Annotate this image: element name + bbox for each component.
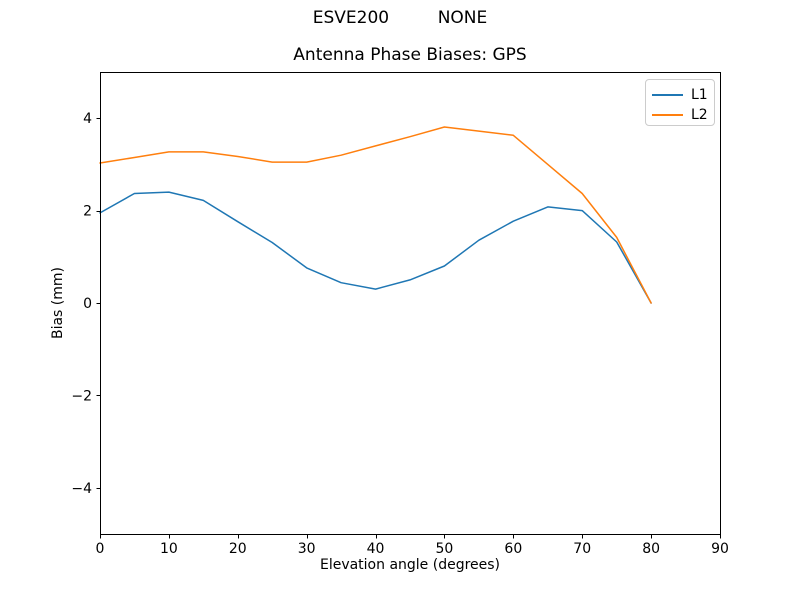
legend-label-l1: L1 [691,87,708,103]
series-line-l1 [99,191,652,304]
x-tick-label: 40 [367,541,385,557]
legend-entry-l1: L1 [652,85,714,105]
y-tick-label: −2 [71,388,92,404]
x-tick-label: 70 [573,541,591,557]
axes-frame [100,72,721,535]
y-tick-label: 2 [83,204,92,220]
x-tick-label: 30 [298,541,316,557]
legend-line-swatch-l1 [652,94,683,96]
x-tick-label: 80 [642,541,660,557]
y-tick-label: −4 [71,481,92,497]
series-line-l2 [99,126,652,304]
x-tick-label: 10 [160,541,178,557]
legend-line-swatch-l2 [652,114,683,116]
legend-label-l2: L2 [691,107,708,123]
y-axis-label: Bias (mm) [50,267,66,339]
x-axis-label: Elevation angle (degrees) [319,557,501,573]
chart-title: Antenna Phase Biases: GPS [293,45,527,65]
y-tick-label: 4 [83,111,92,127]
legend-entry-l2: L2 [652,105,714,125]
x-tick-label: 0 [96,541,105,557]
figure-suptitle: ESVE200 NONE [312,8,488,28]
x-tick-label: 90 [711,541,729,557]
y-tick-label: 0 [83,296,92,312]
x-tick-label: 20 [229,541,247,557]
x-tick-label: 60 [504,541,522,557]
x-tick-label: 50 [436,541,454,557]
legend: L1 L2 [645,79,715,126]
